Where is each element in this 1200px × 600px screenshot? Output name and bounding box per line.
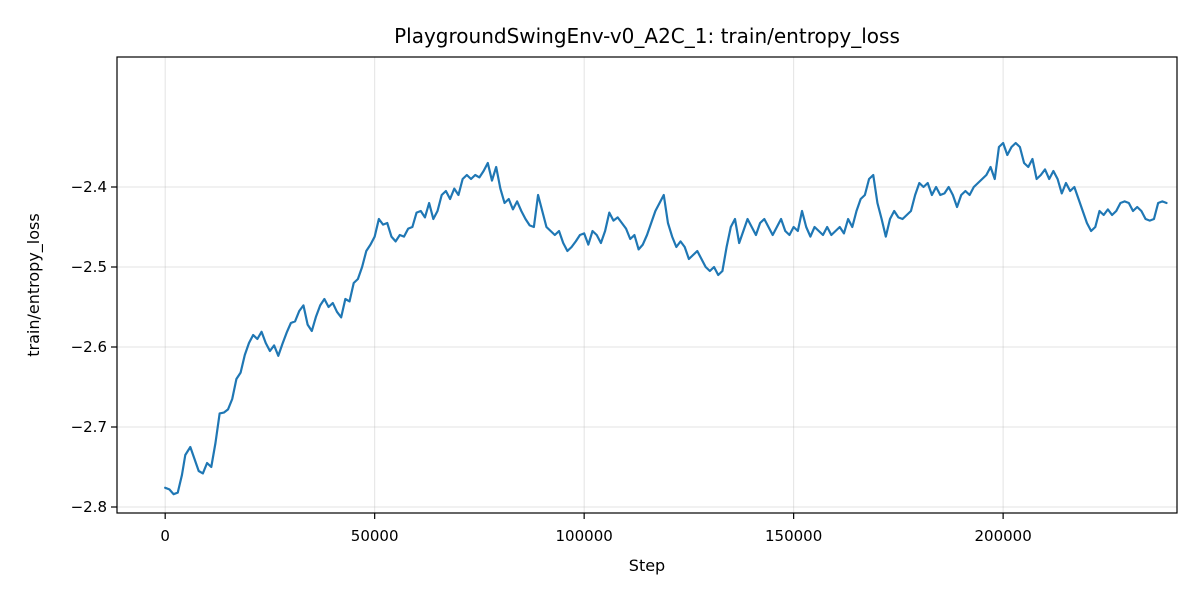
x-tick-label: 0: [160, 527, 170, 545]
y-tick-label: −2.8: [71, 498, 107, 516]
series-line: [164, 141, 1168, 496]
y-tick-label: −2.5: [71, 258, 107, 276]
x-tick-label: 50000: [351, 527, 399, 545]
y-axis-label: train/entropy_loss: [24, 213, 44, 356]
x-tick-label: 100000: [556, 527, 613, 545]
tick-layer: 0 50000 100000 150000 200000 −2.8 −2.7 −2.6 −2.5…: [71, 178, 1032, 545]
y-tick-label: −2.7: [71, 418, 107, 436]
y-tick-label: −2.4: [71, 178, 107, 196]
x-axis-label: Step: [629, 556, 665, 575]
chart-title: PlaygroundSwingEnv-v0_A2C_1: train/entro…: [394, 24, 900, 48]
plot-frame: [116, 56, 1178, 514]
x-tick-label: 200000: [974, 527, 1031, 545]
y-tick-label: −2.6: [71, 338, 107, 356]
x-tick-label: 150000: [765, 527, 822, 545]
grid-layer: [117, 57, 1177, 513]
